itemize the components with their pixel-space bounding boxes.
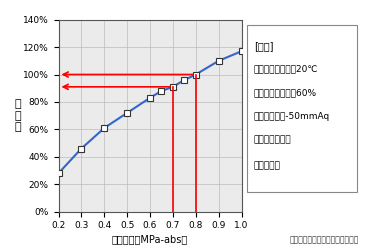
Text: 出典：省エネルギーセンター資料: 出典：省エネルギーセンター資料 bbox=[289, 236, 359, 245]
X-axis label: 吐出圧力（MPa-abs）: 吐出圧力（MPa-abs） bbox=[112, 234, 188, 245]
Text: 動
力
比: 動 力 比 bbox=[15, 99, 22, 132]
Text: 吸込み空気温度：20℃: 吸込み空気温度：20℃ bbox=[254, 65, 318, 74]
Text: 吸込み空気湿度：60%: 吸込み空気湿度：60% bbox=[254, 88, 317, 97]
Text: 圧縮段数：１段: 圧縮段数：１段 bbox=[254, 135, 291, 144]
Text: 吸込み圧力：-50mmAq: 吸込み圧力：-50mmAq bbox=[254, 112, 330, 121]
Text: 流量：一定: 流量：一定 bbox=[254, 162, 280, 171]
Text: [条件]: [条件] bbox=[254, 41, 273, 51]
